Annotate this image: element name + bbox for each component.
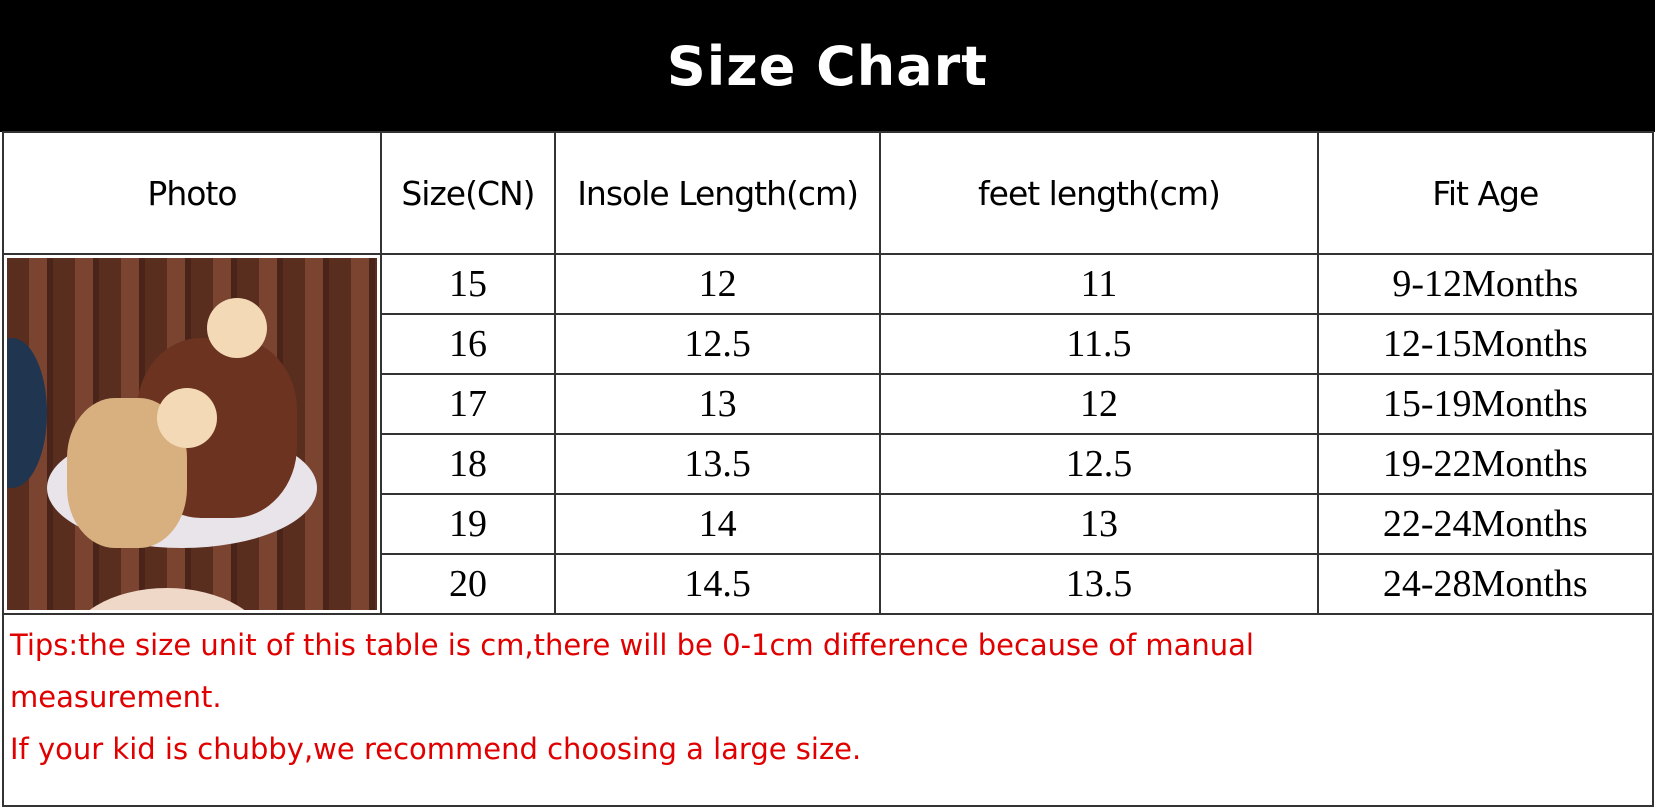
insole-cell: 12: [553, 253, 882, 315]
sandal-photo: [7, 258, 377, 610]
table-row: 17 13 12 15-19Months: [3, 373, 1655, 435]
photo-cell: [2, 253, 382, 615]
insole-cell: 14: [553, 493, 882, 555]
tips-line-1: Tips:the size unit of this table is cm,t…: [10, 628, 1254, 714]
header-fit-age: Fit Age: [1316, 131, 1655, 255]
age-cell: 22-24Months: [1316, 493, 1655, 555]
feet-cell: 12.5: [879, 433, 1319, 495]
tips-cell: Tips:the size unit of this table is cm,t…: [2, 613, 1654, 807]
size-cell: 20: [380, 553, 556, 615]
insole-cell: 14.5: [553, 553, 882, 615]
tips-row: Tips:the size unit of this table is cm,t…: [2, 613, 1654, 807]
table-row: 20 14.5 13.5 24-28Months: [3, 553, 1655, 615]
age-cell: 9-12Months: [1316, 253, 1655, 315]
size-cell: 15: [380, 253, 556, 315]
feet-cell: 12: [879, 373, 1319, 435]
header-feet-length: feet length(cm): [879, 131, 1319, 255]
title-banner: Size Chart: [0, 0, 1655, 132]
age-cell: 15-19Months: [1316, 373, 1655, 435]
age-cell: 24-28Months: [1316, 553, 1655, 615]
age-cell: 12-15Months: [1316, 313, 1655, 375]
feet-cell: 13: [879, 493, 1319, 555]
size-cell: 19: [380, 493, 556, 555]
header-insole-length: Insole Length(cm): [553, 131, 882, 255]
size-cell: 16: [380, 313, 556, 375]
tips-line-2: If your kid is chubby,we recommend choos…: [10, 732, 862, 766]
age-cell: 19-22Months: [1316, 433, 1655, 495]
size-cell: 18: [380, 433, 556, 495]
table-row: 19 14 13 22-24Months: [3, 493, 1655, 555]
header-size: Size(CN): [380, 131, 556, 255]
insole-cell: 12.5: [553, 313, 882, 375]
table-row: 18 13.5 12.5 19-22Months: [3, 433, 1655, 495]
header-photo: Photo: [2, 131, 382, 255]
insole-cell: 13.5: [553, 433, 882, 495]
table-row: 15 12 11 9-12Months: [2, 253, 1655, 615]
size-cell: 17: [380, 373, 556, 435]
feet-cell: 11: [879, 253, 1319, 315]
page-title: Size Chart: [666, 34, 989, 98]
feet-cell: 11.5: [879, 313, 1319, 375]
table-row: 16 12.5 11.5 12-15Months: [3, 313, 1655, 375]
size-table: Photo Size(CN) Insole Length(cm) feet le…: [2, 131, 1655, 807]
header-row: Photo Size(CN) Insole Length(cm) feet le…: [2, 131, 1655, 255]
feet-cell: 13.5: [879, 553, 1319, 615]
insole-cell: 13: [553, 373, 882, 435]
